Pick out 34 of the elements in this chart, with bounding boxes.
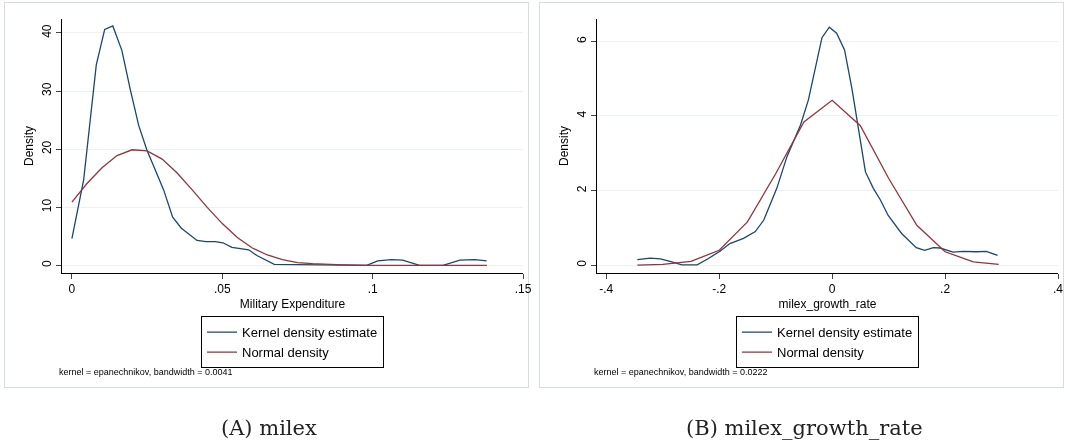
y-tick-label: 0 xyxy=(575,259,590,267)
y-tick-label: 6 xyxy=(575,35,590,43)
y-axis-title: Density xyxy=(21,125,36,167)
y-axis-title: Density xyxy=(556,125,571,167)
legend-label: Kernel density estimate xyxy=(242,325,378,341)
text: (B) milex_growth_rate xyxy=(686,416,923,440)
x-tick-label: 0 xyxy=(828,282,836,297)
y-tick-label: 40 xyxy=(40,24,55,38)
x-tick-label: .4 xyxy=(1052,282,1064,297)
x-tick-label: .15 xyxy=(514,282,532,297)
x-tick-label: -.4 xyxy=(599,282,614,297)
x-tick-label: .1 xyxy=(367,282,378,297)
x-axis-title: milex_growth_rate xyxy=(778,297,877,312)
text: kernel = epanechnikov, bandwidth = 0.0041 xyxy=(59,367,233,377)
y-tick-label: 2 xyxy=(575,185,590,193)
x-tick-label: -.2 xyxy=(712,282,727,297)
text: kernel = epanechnikov, bandwidth = 0.0222 xyxy=(594,367,768,377)
y-tick-label: 10 xyxy=(40,198,55,213)
x-tick-label: .05 xyxy=(213,282,231,297)
y-tick-label: 30 xyxy=(40,82,55,96)
line-series xyxy=(636,26,999,266)
text: (A) milex xyxy=(221,416,317,440)
x-axis-title: Military Expenditure xyxy=(239,297,346,312)
y-tick-label: 4 xyxy=(575,110,590,118)
x-tick-label: .2 xyxy=(940,282,951,297)
x-tick-label: 0 xyxy=(68,282,76,297)
legend-label: Kernel density estimate xyxy=(777,325,913,341)
y-tick-label: 20 xyxy=(40,140,55,155)
line-series xyxy=(636,99,1000,266)
y-tick-label: 0 xyxy=(40,259,55,267)
legend-label: Normal density xyxy=(242,345,330,361)
legend-label: Normal density xyxy=(777,345,865,361)
line-series xyxy=(71,149,488,267)
line-series xyxy=(71,25,488,267)
